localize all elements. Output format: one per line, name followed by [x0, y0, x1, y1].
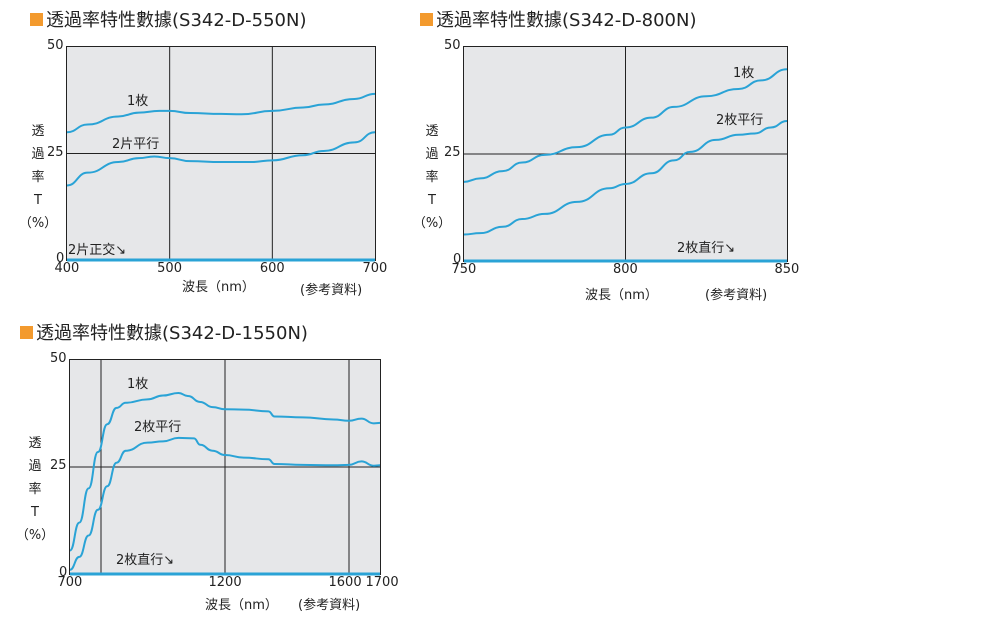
y-label-char: 率 — [425, 170, 439, 185]
y-tick-label: 0 — [453, 252, 462, 267]
series-line-2枚平行 — [69, 436, 381, 571]
annotation-2-parallel: 2片平行 — [112, 137, 160, 152]
y-tick-label: 25 — [50, 458, 67, 473]
annotation-2-crossed: 2枚直行↘ — [677, 241, 736, 256]
y-tick-label: 0 — [59, 565, 68, 580]
y-tick-label: 25 — [47, 144, 64, 160]
reference-note: (参考資料) — [298, 598, 361, 613]
x-tick-label: 1700 — [365, 575, 399, 590]
orange-square-icon — [20, 325, 33, 339]
plot-area-1550n — [69, 359, 381, 576]
annotation-2-parallel: 2枚平行 — [716, 113, 764, 128]
y-tick-label: 25 — [444, 145, 461, 160]
x-tick-label: 500 — [157, 261, 182, 276]
x-axis-label: 波長（nm） — [182, 280, 255, 295]
annotation-1-sheet: 1枚 — [733, 66, 755, 81]
x-tick-label: 400 — [54, 261, 80, 276]
plot-area-800n — [463, 46, 788, 263]
chart-svg — [66, 47, 376, 262]
y-label-char: T — [428, 193, 436, 208]
y-label-char: 率 — [31, 170, 45, 185]
x-tick-label: 1600 — [328, 575, 362, 590]
series-line-1枚 — [66, 92, 376, 134]
annotation-2-crossed: 2片正交↘ — [68, 243, 127, 258]
title-text: 透過率特性數據(S342-D-1550N) — [36, 323, 308, 344]
series-line-1枚 — [69, 391, 381, 552]
x-tick-label: 600 — [259, 261, 285, 276]
x-tick-label: 700 — [57, 575, 83, 590]
y-label-char: T — [31, 505, 39, 520]
annotation-2-parallel: 2枚平行 — [134, 420, 182, 435]
series-line-1枚 — [463, 68, 788, 183]
y-axis-label: 透過率 T （%） — [16, 432, 54, 547]
reference-note: (参考資料) — [705, 288, 768, 303]
y-label-char: 過 — [28, 459, 42, 474]
y-label-char: 過 — [31, 147, 45, 162]
orange-square-icon — [420, 12, 433, 26]
chart-svg — [69, 360, 381, 576]
annotation-2-crossed: 2枚直行↘ — [116, 553, 175, 568]
x-axis-label: 波長（nm） — [585, 288, 658, 303]
x-tick-label: 800 — [613, 262, 638, 277]
y-tick-label: 50 — [50, 351, 67, 366]
title-text: 透過率特性數據(S342-D-550N) — [46, 10, 307, 31]
annotation-1-sheet: 1枚 — [127, 377, 149, 392]
plot-area-550n — [66, 46, 376, 262]
chart-title-800n: 透過率特性數據(S342-D-800N) — [420, 6, 697, 32]
y-label-char: T — [34, 193, 42, 208]
y-label-char: 透 — [425, 124, 439, 139]
y-label-char: （%） — [18, 216, 58, 231]
series-line-2枚平行 — [463, 120, 788, 236]
y-tick-label: 50 — [47, 38, 64, 53]
y-tick-label: 0 — [56, 251, 65, 266]
y-label-char: 透 — [31, 124, 45, 139]
chart-svg — [463, 47, 788, 263]
y-axis-label: 透過率 T （%） — [413, 120, 451, 235]
y-label-char: 透 — [28, 436, 42, 451]
y-axis-label: 透過率 T （%） — [19, 120, 57, 235]
y-label-char: （%） — [15, 528, 55, 543]
series-line-2片平行 — [66, 131, 376, 187]
chart-title-1550n: 透過率特性數據(S342-D-1550N) — [20, 319, 308, 345]
y-label-char: 率 — [28, 482, 42, 497]
x-tick-label: 850 — [774, 262, 800, 277]
chart-title-550n: 透過率特性數據(S342-D-550N) — [30, 6, 307, 32]
y-tick-label: 50 — [444, 38, 461, 53]
annotation-1-sheet: 1枚 — [127, 94, 149, 109]
reference-note: (参考資料) — [300, 283, 363, 298]
x-tick-label: 700 — [362, 261, 388, 276]
x-tick-label: 750 — [451, 262, 477, 277]
x-tick-label: 1200 — [208, 575, 242, 590]
x-axis-label: 波長（nm） — [205, 598, 278, 613]
y-label-char: （%） — [412, 216, 452, 231]
title-text: 透過率特性數據(S342-D-800N) — [436, 10, 697, 31]
orange-square-icon — [30, 12, 43, 26]
y-label-char: 過 — [425, 147, 439, 162]
